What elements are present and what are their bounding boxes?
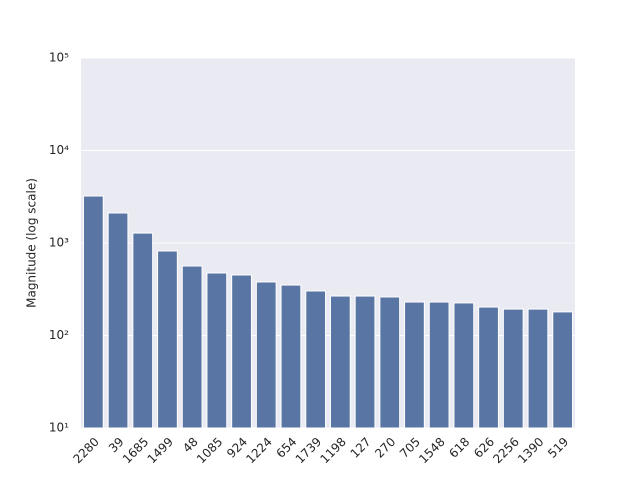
x-tick-label: 1085 bbox=[194, 435, 225, 466]
bar bbox=[157, 250, 178, 429]
x-tick-label: 618 bbox=[446, 435, 472, 461]
x-tick-label: 1685 bbox=[120, 435, 151, 466]
bar bbox=[552, 311, 574, 429]
bar bbox=[478, 306, 499, 429]
x-tick-label: 1198 bbox=[317, 435, 348, 466]
x-tick-label: 1499 bbox=[145, 435, 176, 466]
bar bbox=[280, 284, 302, 429]
y-tick-label: 10³ bbox=[49, 236, 69, 250]
bar bbox=[453, 302, 475, 429]
bar bbox=[181, 265, 203, 429]
x-tick-label: 1548 bbox=[416, 435, 447, 466]
y-tick-label: 10¹ bbox=[49, 421, 69, 435]
x-tick-label: 1224 bbox=[243, 435, 274, 466]
bar bbox=[255, 281, 277, 429]
x-tick-label: 519 bbox=[545, 435, 571, 461]
x-tick-label: 1739 bbox=[293, 435, 324, 466]
x-tick-label: 127 bbox=[348, 435, 374, 461]
x-tick-label: 2280 bbox=[70, 435, 101, 466]
x-tick-label: 2256 bbox=[490, 435, 521, 466]
bar bbox=[527, 308, 549, 429]
bar bbox=[354, 295, 376, 429]
bar bbox=[206, 272, 228, 429]
bar bbox=[231, 274, 252, 429]
x-tick-label: 1390 bbox=[515, 435, 546, 466]
bar bbox=[379, 296, 401, 429]
bar bbox=[305, 290, 327, 429]
bar bbox=[404, 301, 425, 429]
bar bbox=[107, 212, 129, 429]
bar bbox=[82, 195, 104, 429]
y-tick-label: 10⁴ bbox=[49, 143, 69, 157]
bar bbox=[428, 301, 450, 429]
y-tick-label: 10⁵ bbox=[49, 51, 69, 65]
bar bbox=[132, 232, 154, 429]
bar bbox=[329, 295, 351, 429]
y-tick-label: 10² bbox=[49, 328, 69, 342]
y-axis-label: Magnitude (log scale) bbox=[25, 178, 39, 308]
bar bbox=[502, 308, 524, 429]
x-tick-label: 270 bbox=[372, 435, 398, 461]
